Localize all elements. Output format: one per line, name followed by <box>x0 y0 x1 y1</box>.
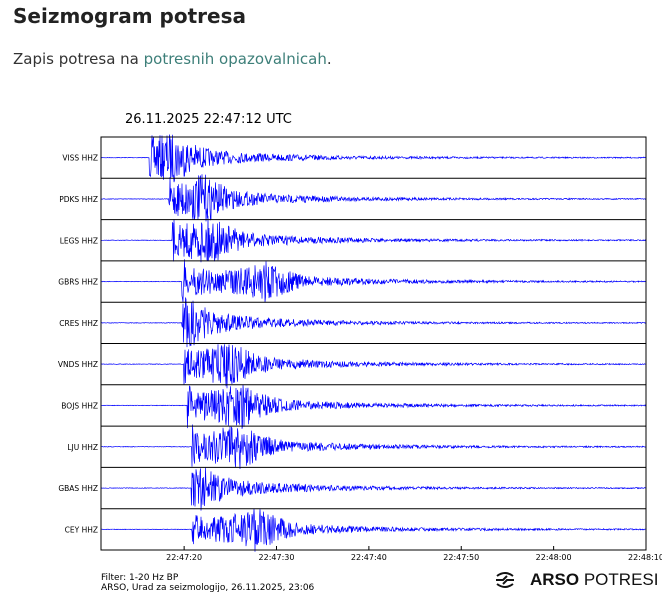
intro-suffix: . <box>326 50 332 68</box>
seismogram-chart: 26.11.2025 22:47:12 UTC VISS HHZ PDKS HHZ… <box>58 112 662 562</box>
logo-light: POTRESI <box>579 570 659 589</box>
arso-logo-icon <box>496 572 514 588</box>
waveform-vnds <box>100 344 647 389</box>
intro-text: Zapis potresa na potresnih opazovalnicah… <box>13 50 332 68</box>
waveform-gbrs <box>100 259 647 303</box>
trace-label: BOJS HHZ <box>61 401 98 410</box>
x-tick-label: 22:48:00 <box>536 553 572 562</box>
trace-label: LJU HHZ <box>67 443 98 452</box>
trace-label: VISS HHZ <box>62 154 98 163</box>
waveform-legs <box>100 215 646 263</box>
trace-label: VNDS HHZ <box>58 360 98 369</box>
trace-label: LEGS HHZ <box>60 236 98 245</box>
chart-title: 26.11.2025 22:47:12 UTC <box>125 112 292 127</box>
trace-label: GBAS HHZ <box>58 484 98 493</box>
waveform-viss <box>100 134 646 183</box>
waveform-cres <box>100 296 647 348</box>
waveform-lju <box>100 424 647 470</box>
x-tick-label: 22:48:10 <box>628 553 662 562</box>
waveform-pdks <box>100 174 647 222</box>
trace-label: CEY HHZ <box>65 525 98 534</box>
waveform-cey <box>100 508 647 552</box>
waveform-bojs <box>100 384 647 429</box>
x-tick-label: 22:47:40 <box>351 553 387 562</box>
credit-label: ARSO, Urad za seizmologijo, 26.11.2025, … <box>101 583 315 593</box>
x-tick-label: 22:47:50 <box>443 553 479 562</box>
filter-label: Filter: 1-20 Hz BP <box>101 573 179 583</box>
stations-link[interactable]: potresnih opazovalnicah <box>143 50 327 68</box>
x-tick-label: 22:47:30 <box>259 553 295 562</box>
x-tick-label: 22:47:20 <box>166 553 202 562</box>
trace-label: CRES HHZ <box>59 319 98 328</box>
logo-bold: ARSO <box>530 570 580 589</box>
intro-prefix: Zapis potresa na <box>13 50 144 68</box>
plot-frame <box>100 136 647 551</box>
trace-label: GBRS HHZ <box>58 278 98 287</box>
waveform-gbas <box>100 467 647 511</box>
page-title: Seizmogram potresa <box>13 4 246 28</box>
trace-label: PDKS HHZ <box>59 195 98 204</box>
arso-logo: ARSO POTRESI <box>494 570 658 590</box>
